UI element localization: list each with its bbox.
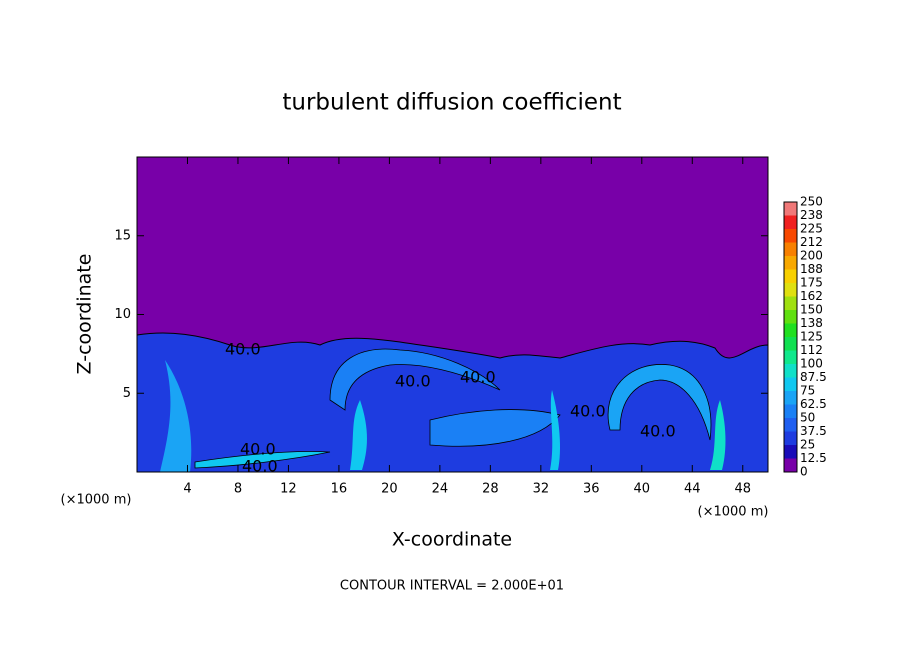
field-streak	[160, 360, 192, 472]
colorbar-label: 25	[800, 438, 815, 452]
colorbar-label: 50	[800, 411, 815, 425]
x-tick-label: 32	[533, 482, 550, 497]
colorbar-frame	[783, 201, 798, 473]
colorbar-band	[784, 323, 797, 337]
x-unit: (×1000 m)	[61, 493, 132, 508]
colorbar-label: 87.5	[800, 370, 827, 384]
colorbar-label: 212	[800, 235, 823, 249]
field-streak	[607, 364, 712, 441]
colorbar-band	[784, 229, 797, 243]
x-tick-label: 4	[183, 482, 191, 497]
colorbar-band	[784, 458, 797, 472]
colorbar-band	[784, 310, 797, 324]
x-tick-label: 20	[381, 482, 398, 497]
colorbar-label: 150	[800, 303, 823, 317]
colorbar-label: 37.5	[800, 424, 827, 438]
colorbar-band	[784, 242, 797, 256]
colorbar-band	[784, 202, 797, 216]
colorbar-band	[784, 296, 797, 310]
colorbar-label: 0	[800, 465, 808, 479]
field-streak	[194, 451, 331, 469]
x-unit: (×1000 m)	[698, 505, 769, 520]
contour-label: 40.0	[242, 457, 278, 476]
colorbar-band	[784, 283, 797, 297]
colorbar-band	[784, 350, 797, 364]
footer: CONTOUR INTERVAL = 2.000E+01	[340, 579, 564, 594]
colorbar-label: 100	[800, 357, 823, 371]
colorbar-band	[784, 404, 797, 418]
contour-label: 40.0	[460, 368, 496, 387]
x-tick-label: 44	[684, 482, 701, 497]
x-tick-label: 28	[482, 482, 499, 497]
y-axis-label: Z-coordinate	[74, 254, 96, 375]
colorbar-band	[784, 256, 797, 270]
contour-label: 40.0	[640, 422, 676, 441]
colorbar-band	[784, 431, 797, 445]
colorbar-label: 75	[800, 384, 815, 398]
x-tick-label: 36	[583, 482, 600, 497]
field-region	[136, 332, 769, 473]
field-streak	[429, 409, 561, 447]
y-tick-label: 5	[123, 386, 131, 401]
colorbar-band	[784, 269, 797, 283]
colorbar-band	[784, 215, 797, 229]
contour-label: 40.0	[240, 440, 276, 459]
x-tick-label: 24	[432, 482, 449, 497]
chart-title: turbulent diffusion coefficient	[282, 90, 621, 116]
field-streak	[350, 400, 367, 470]
x-tick-label: 16	[331, 482, 348, 497]
field-streak	[550, 390, 560, 470]
colorbar-band	[784, 377, 797, 391]
field-streak	[710, 400, 726, 470]
x-tick-label: 12	[280, 482, 297, 497]
colorbar-label: 12.5	[800, 451, 827, 465]
contour-label: 40.0	[225, 340, 261, 359]
colorbar-label: 250	[800, 195, 823, 209]
colorbar-label: 62.5	[800, 397, 827, 411]
field	[136, 157, 769, 473]
x-tick-label: 40	[634, 482, 651, 497]
colorbar-band	[784, 445, 797, 459]
colorbar-band	[784, 364, 797, 378]
colorbar-label: 188	[800, 262, 823, 276]
colorbar-band	[784, 337, 797, 351]
y-tick-label: 10	[114, 307, 131, 322]
colorbar-label: 225	[800, 222, 823, 236]
x-tick-label: 48	[734, 482, 751, 497]
colorbar-label: 175	[800, 276, 823, 290]
y-tick-label: 15	[114, 228, 131, 243]
x-axis-label: X-coordinate	[392, 529, 512, 551]
colorbar-label: 200	[800, 249, 823, 263]
field-streak	[329, 348, 501, 411]
colorbar-label: 125	[800, 330, 823, 344]
colorbar-label: 138	[800, 316, 823, 330]
colorbar-label: 238	[800, 208, 823, 222]
contour-label: 40.0	[570, 402, 606, 421]
colorbar-band	[784, 391, 797, 405]
colorbar-band	[784, 418, 797, 432]
colorbar-label: 162	[800, 289, 823, 303]
contour-label: 40.0	[395, 372, 431, 391]
colorbar-label: 112	[800, 343, 823, 357]
x-tick-label: 8	[234, 482, 242, 497]
